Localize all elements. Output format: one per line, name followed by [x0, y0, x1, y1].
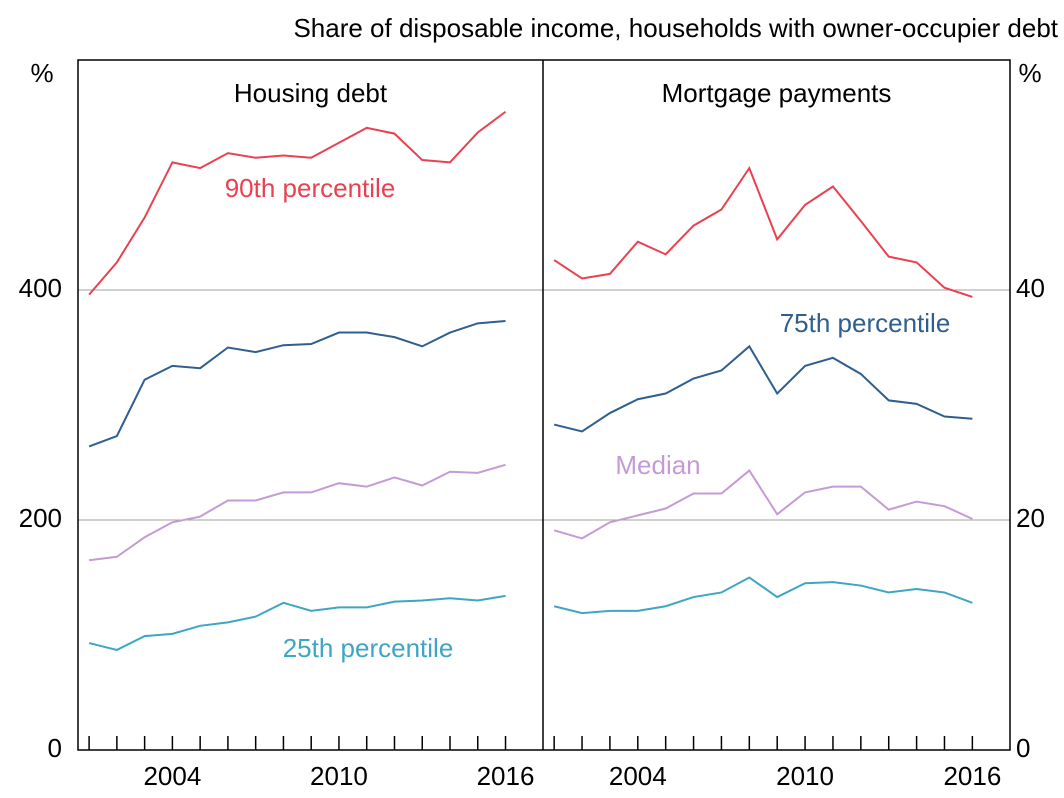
series-line	[553, 576, 973, 615]
series-line	[553, 469, 973, 540]
x-tick-label: 2016	[477, 761, 535, 791]
x-tick-label: 2010	[310, 761, 368, 791]
y-tick-label: 200	[19, 503, 62, 533]
series-label: 90th percentile	[225, 173, 396, 203]
x-tick-label: 2004	[143, 761, 201, 791]
y-axis-label: %	[30, 58, 53, 88]
y-tick-label: 40	[1016, 273, 1045, 303]
series-line	[88, 110, 507, 296]
y-tick-label: 400	[19, 273, 62, 303]
y-tick-label: 20	[1016, 503, 1045, 533]
series-label: Median	[615, 450, 700, 480]
series-line	[88, 594, 506, 652]
y-tick-label: 0	[48, 733, 62, 763]
series-line	[553, 344, 973, 433]
y-tick-label: 0	[1016, 733, 1030, 763]
chart-title: Share of disposable income, households w…	[293, 13, 1058, 43]
series-label: 75th percentile	[780, 308, 951, 338]
series-line	[88, 320, 506, 448]
panel-title: Housing debt	[234, 78, 388, 108]
series-line	[553, 165, 973, 298]
y-axis-label: %	[1018, 58, 1041, 88]
series-label: 25th percentile	[283, 633, 454, 663]
plot-frame	[77, 59, 1011, 751]
panel-title: Mortgage payments	[662, 78, 892, 108]
x-tick-label: 2016	[943, 761, 1001, 791]
x-tick-label: 2004	[609, 761, 667, 791]
x-tick-label: 2010	[776, 761, 834, 791]
series-line	[88, 463, 506, 562]
